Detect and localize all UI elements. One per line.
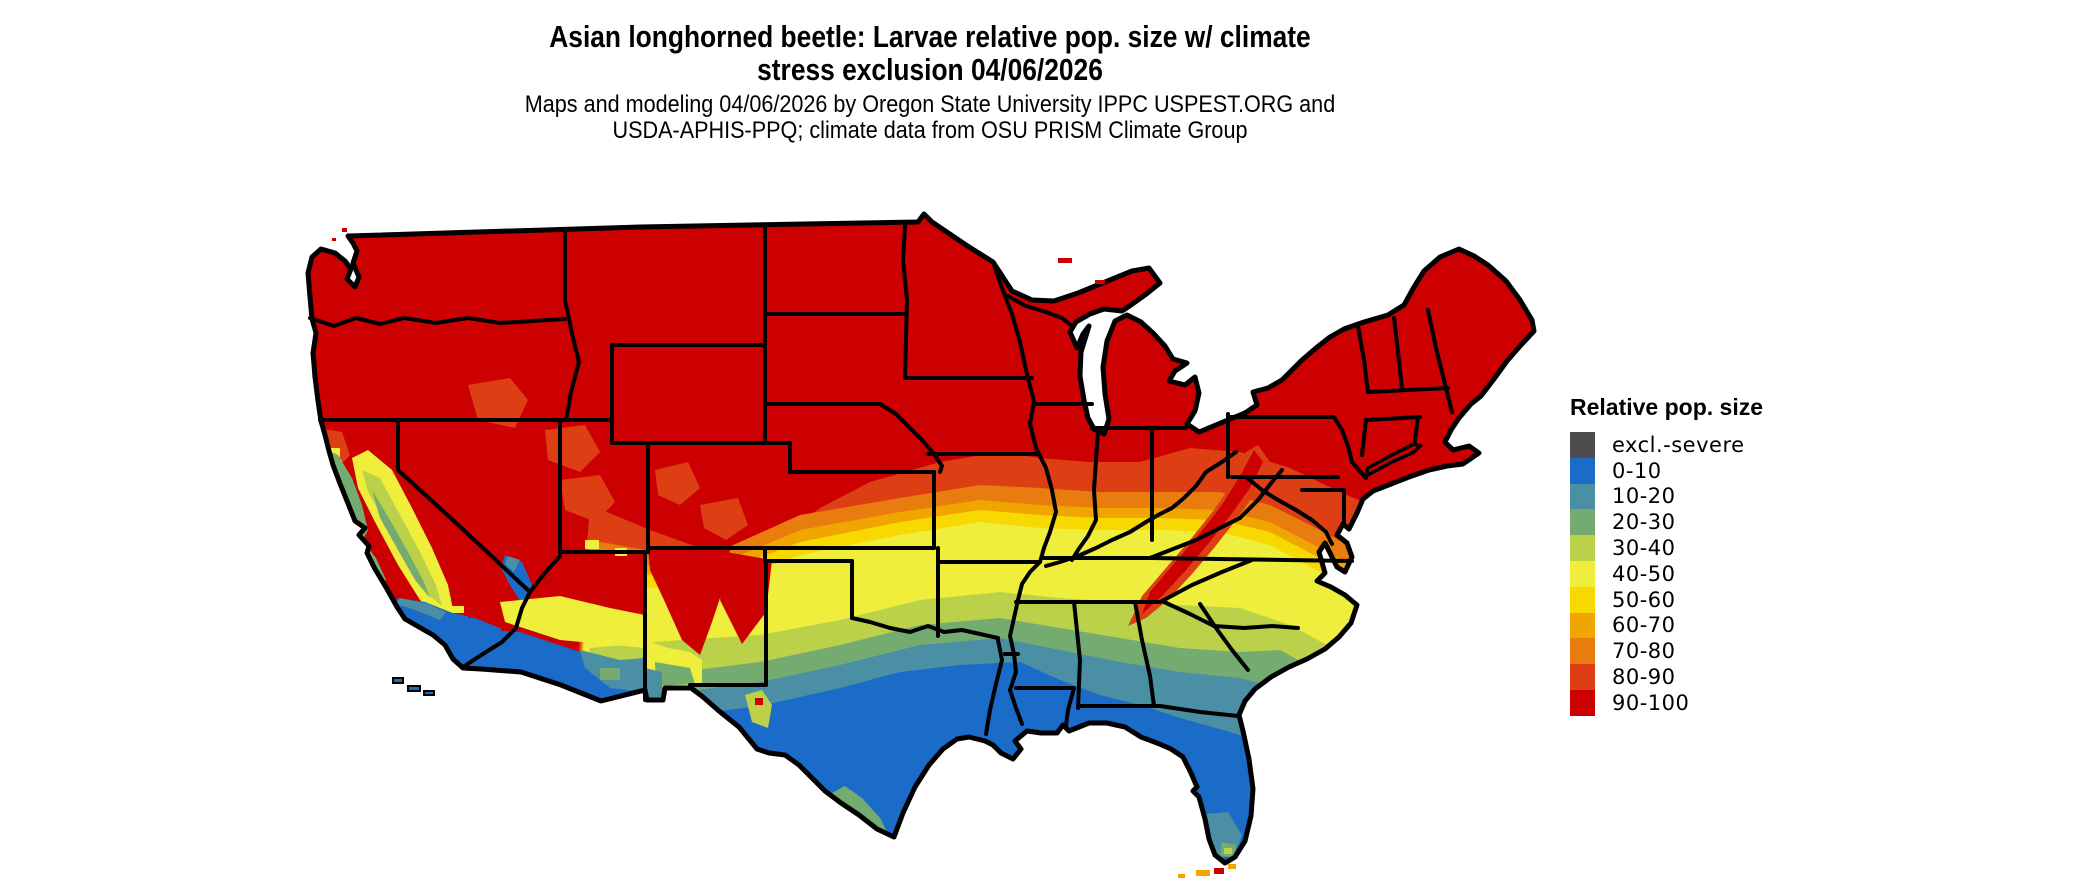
legend-swatch: [1570, 586, 1595, 613]
legend-label: 60-70: [1612, 613, 1676, 638]
florida-keys-4: [1228, 864, 1236, 869]
small-features: [332, 228, 1522, 878]
map-subtitle-line2: USDA-APHIS-PPQ; climate data from OSU PR…: [612, 117, 1248, 144]
utah-yellow-fleck-1: [585, 540, 599, 549]
superior-island-2: [1095, 280, 1105, 284]
legend-swatch: [1570, 483, 1595, 510]
legend-item: 10-20: [1570, 483, 1763, 510]
legend-item: 80-90: [1570, 664, 1763, 690]
colorado-south-patch: [700, 498, 748, 540]
legend-swatch: [1570, 612, 1595, 639]
band-0-10: [560, 662, 1460, 863]
channel-island-2: [407, 685, 421, 692]
socal-yellow-speck: [452, 606, 464, 613]
legend-label: 50-60: [1612, 587, 1676, 612]
legend-item: 40-50: [1570, 560, 1763, 587]
new-mexico-boot-teal: [645, 668, 662, 698]
san-bernardino-red-speck: [468, 610, 480, 618]
legend-item: excl.-severe: [1570, 432, 1763, 458]
nevada-south-teal: [505, 556, 520, 572]
legend: Relative pop. size excl.-severe 0-10 10-20…: [1570, 394, 1763, 716]
west-texas-red: [720, 552, 772, 644]
appalachian-red-tongue: [1142, 450, 1263, 614]
legend-swatch: [1570, 689, 1595, 716]
legend-swatch: [1570, 560, 1595, 587]
legend-swatch: [1570, 664, 1595, 690]
legend-item: 20-30: [1570, 509, 1763, 536]
new-mexico-red-tongue: [648, 548, 730, 655]
superior-island-1: [1058, 258, 1072, 263]
legend-item: 60-70: [1570, 612, 1763, 639]
legend-item: 70-80: [1570, 638, 1763, 665]
legend-swatch: [1570, 638, 1595, 665]
legend-item: 30-40: [1570, 535, 1763, 561]
legend-item: 50-60: [1570, 586, 1763, 613]
legend-label: 10-20: [1612, 484, 1676, 509]
central-valley-inner-green: [372, 490, 430, 598]
florida-tip-ygreen-dot: [1224, 848, 1232, 854]
south-texas-orange-dot: [855, 824, 865, 832]
florida-keys-2: [1196, 870, 1210, 876]
davis-red-dot: [755, 698, 763, 705]
legend-label: 90-100: [1612, 690, 1690, 715]
legend-label: 30-40: [1612, 536, 1676, 561]
legend-title: Relative pop. size: [1570, 394, 1764, 420]
legend-label: 70-80: [1612, 639, 1676, 664]
davis-mountains-green: [745, 690, 772, 728]
map-title-line1: Asian longhorned beetle: Larvae relative…: [549, 19, 1311, 54]
state-borders: [308, 224, 1454, 736]
new-mexico-south-green: [655, 662, 695, 686]
legend-swatch: [1570, 509, 1595, 536]
legend-items: excl.-severe 0-10 10-20 20-30 30-40 40-50 50-6…: [1570, 432, 1763, 716]
map-title-line2: stress exclusion 04/06/2026: [757, 52, 1103, 87]
legend-swatch: [1570, 457, 1595, 484]
channel-island-3: [423, 690, 435, 696]
wa-coast-speck-2: [332, 238, 336, 241]
map-subtitle: Maps and modeling 04/06/2026 by Oregon S…: [390, 92, 1470, 144]
florida-keys-1: [1178, 874, 1185, 878]
legend-label: 80-90: [1612, 665, 1676, 690]
map-title: Asian longhorned beetle: Larvae relative…: [420, 20, 1440, 86]
channel-island-1: [392, 677, 404, 684]
colorado-west-patch: [655, 462, 700, 505]
legend-label: 20-30: [1612, 510, 1676, 535]
maine-coast-speck: [1516, 336, 1522, 340]
central-valley-green: [362, 470, 442, 606]
long-island: [1363, 442, 1424, 480]
great-basin-patch-1: [468, 378, 528, 428]
legend-swatch: [1570, 535, 1595, 561]
legend-item: 0-10: [1570, 457, 1763, 484]
arizona-se-green-dot: [600, 668, 620, 680]
legend-item: 90-100: [1570, 689, 1763, 716]
legend-label: 0-10: [1612, 458, 1662, 483]
map-subtitle-line1: Maps and modeling 04/06/2026 by Oregon S…: [524, 91, 1336, 118]
arizona-yellow-strip: [500, 596, 645, 648]
arizona-west-blue: [440, 628, 645, 700]
florida-keys-3: [1214, 868, 1224, 874]
wa-coast-speck-1: [342, 228, 347, 232]
great-basin-patch-3: [560, 475, 615, 522]
socal-teal-fringe: [396, 598, 446, 620]
legend-label: excl.-severe: [1612, 432, 1745, 457]
legend-label: 40-50: [1612, 561, 1676, 586]
legend-swatch: [1570, 432, 1595, 458]
